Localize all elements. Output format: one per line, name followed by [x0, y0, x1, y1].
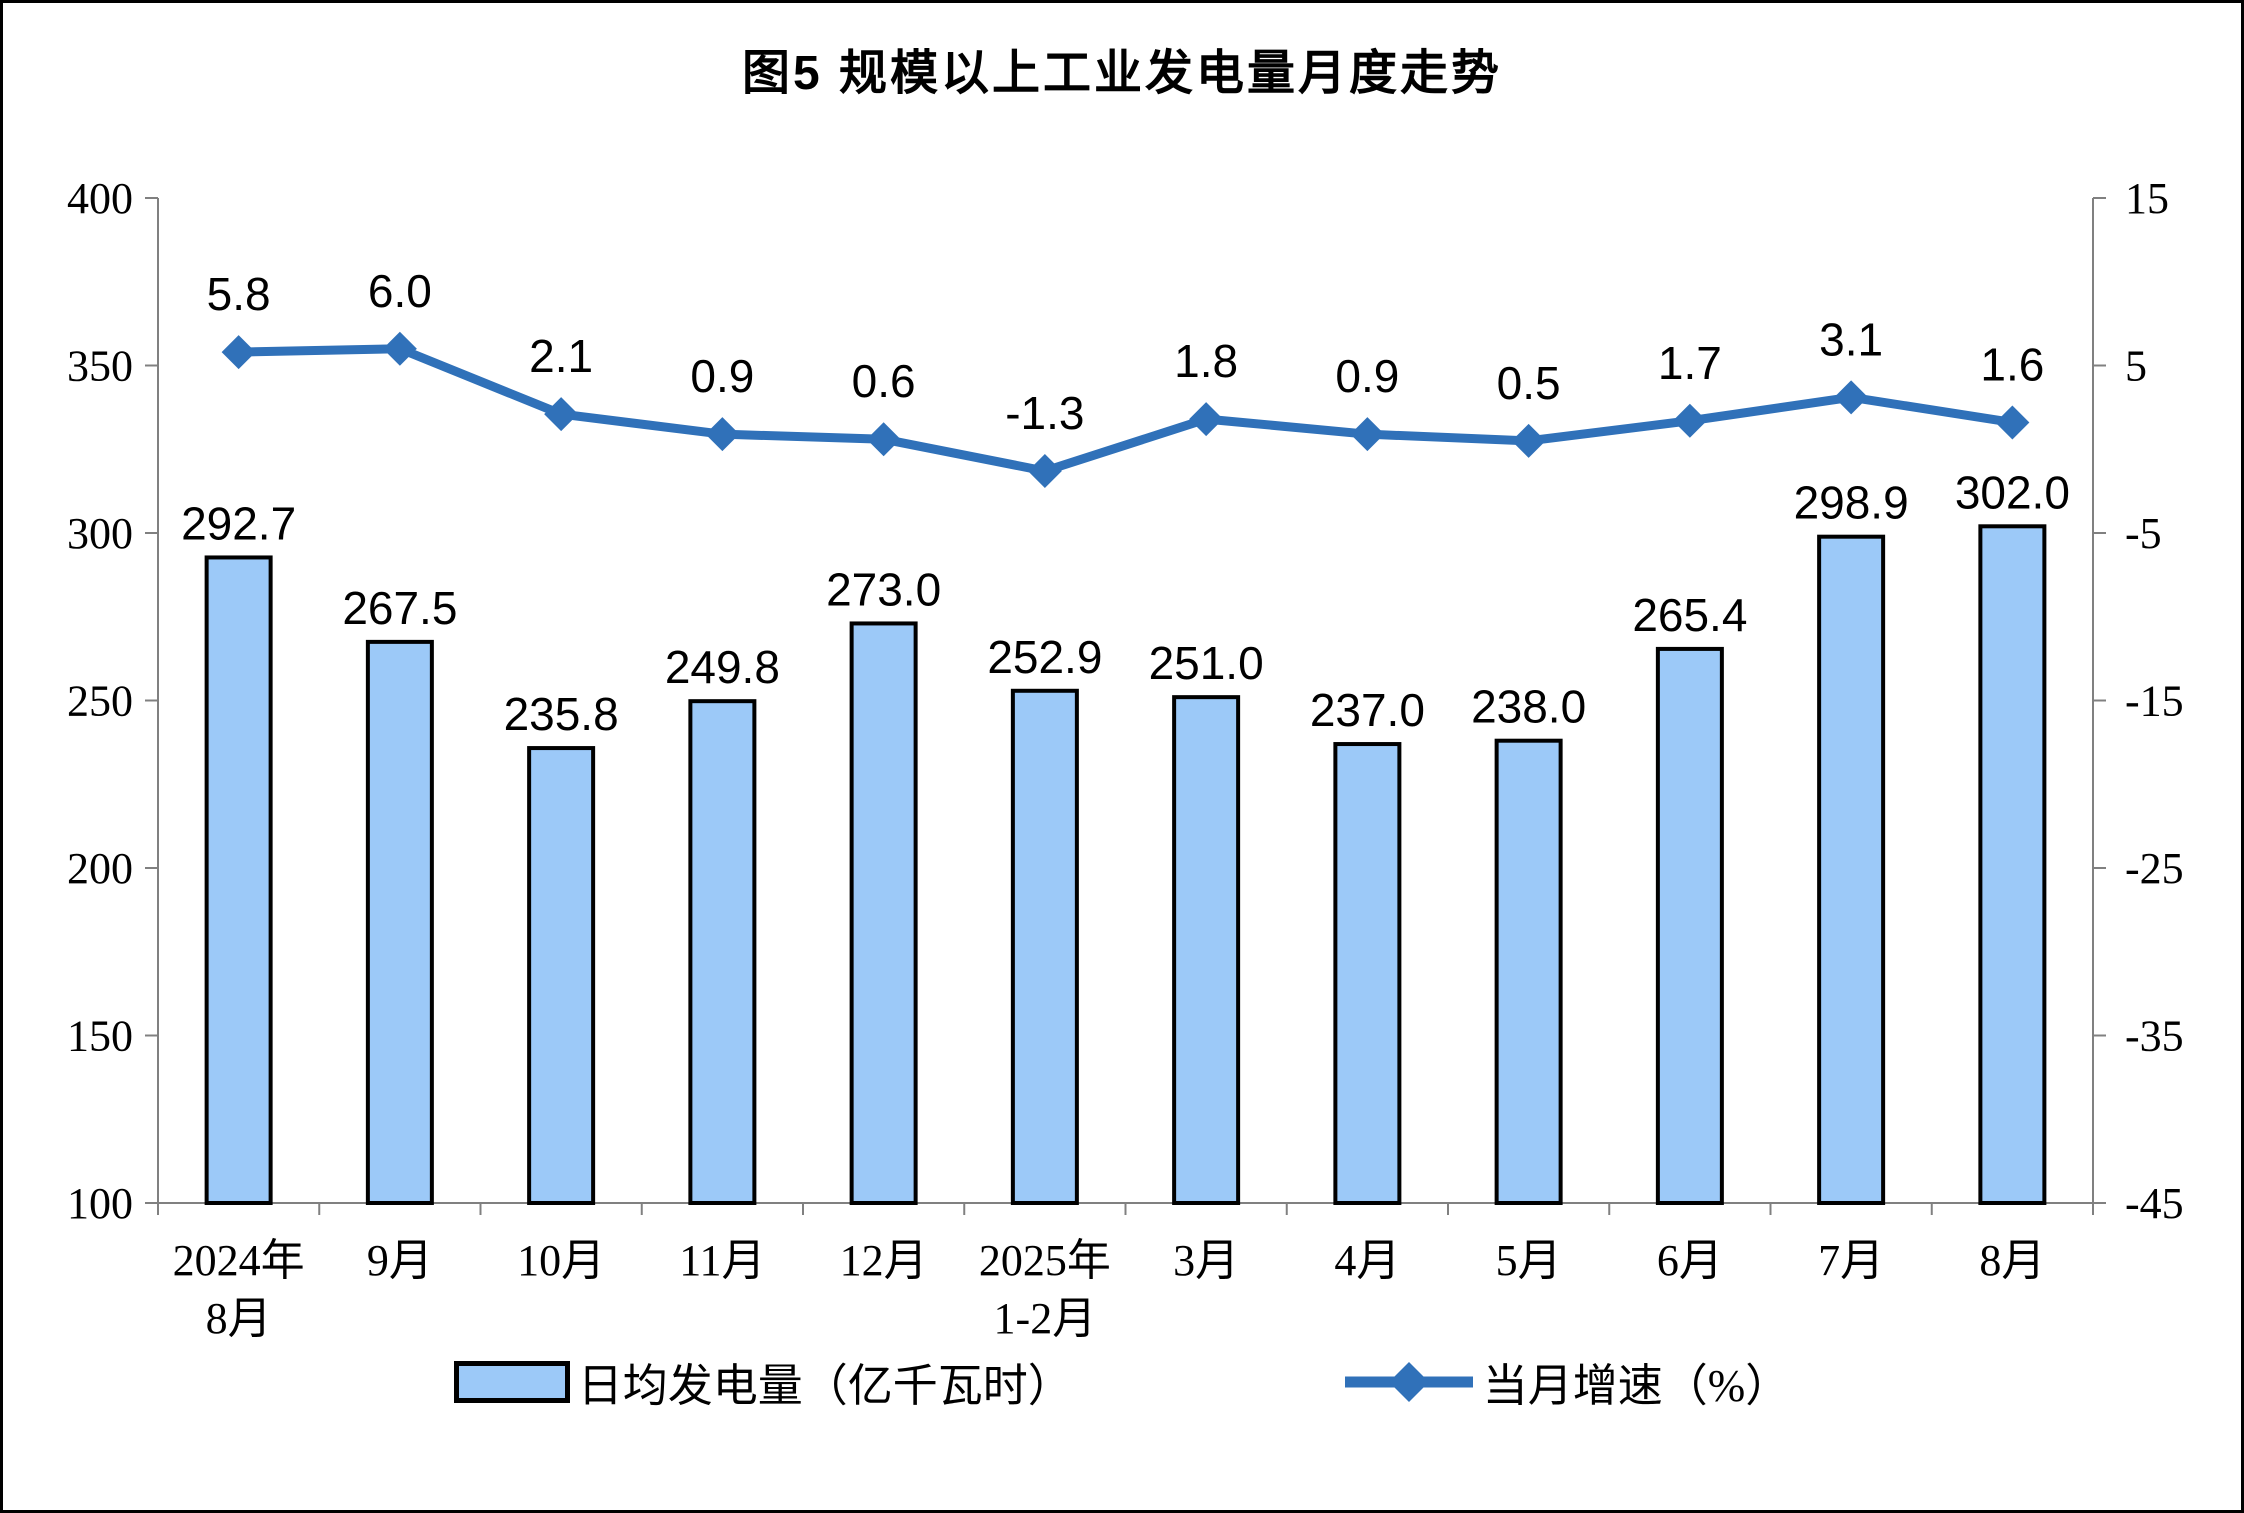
axes — [157, 198, 2094, 1204]
x-axis-label: 9月 — [367, 1236, 433, 1285]
chart-plot-area: 400 350 300 250 200 150 100 15 5 -5 -15 -25 -35 -45 29… — [67, 174, 2184, 1343]
bar — [204, 555, 273, 1205]
x-axis-label: 1-2月 — [994, 1294, 1097, 1343]
chart-legend: 日均发电量（亿千瓦时） 当月增速（%） — [3, 1349, 2241, 1414]
bar-value-label: 267.5 — [342, 582, 457, 634]
line-value-label: 0.9 — [1335, 350, 1399, 402]
bar-series-swatch-icon — [453, 1360, 570, 1403]
bar-series — [204, 524, 2047, 1206]
line-marker-diamond — [1511, 423, 1546, 458]
line-marker-diamond — [544, 397, 579, 432]
x-axis-label: 2025年 — [979, 1236, 1111, 1285]
left-tick-label: 150 — [67, 1012, 133, 1061]
x-axis-label: 4月 — [1334, 1236, 1400, 1285]
left-tick-label: 100 — [67, 1179, 133, 1228]
bar-value-labels: 292.7 267.5 235.8 249.8 273.0 252.9 251.0 237.0… — [181, 466, 2070, 740]
bar — [1978, 524, 2047, 1205]
line-value-label: 0.5 — [1497, 357, 1561, 409]
bar — [688, 699, 757, 1205]
bar — [1172, 695, 1241, 1206]
bar — [1333, 742, 1402, 1205]
bar-value-label: 237.0 — [1310, 684, 1425, 736]
bar — [1010, 688, 1079, 1205]
bar-value-label: 292.7 — [181, 497, 296, 549]
line-value-label: 5.8 — [207, 268, 271, 320]
chart-title: 图5 规模以上工业发电量月度走势 — [741, 47, 1503, 100]
bar — [1655, 646, 1724, 1205]
x-axis-label: 3月 — [1173, 1236, 1239, 1285]
line-value-label: 0.6 — [852, 355, 916, 407]
line-marker-diamond — [1350, 417, 1385, 452]
line-marker-diamond — [705, 417, 740, 452]
bar — [1817, 534, 1886, 1205]
line-marker-diamond — [1834, 380, 1869, 415]
y-axis-left: 400 350 300 250 200 150 100 — [67, 174, 158, 1228]
line-value-label: 1.6 — [1980, 338, 2044, 390]
bar — [527, 746, 596, 1205]
line-value-label: 2.1 — [529, 330, 593, 382]
line-value-label: 0.9 — [690, 350, 754, 402]
bar-value-label: 235.8 — [504, 688, 619, 740]
x-axis-label: 12月 — [840, 1236, 928, 1285]
y-axis-right: 15 5 -5 -15 -25 -35 -45 — [2093, 174, 2184, 1228]
left-tick-label: 400 — [67, 174, 133, 223]
bar-value-label: 238.0 — [1471, 681, 1586, 733]
right-tick-label: 5 — [2125, 342, 2147, 391]
line-value-label: -1.3 — [1005, 387, 1084, 439]
line-series-label: 当月增速（%） — [1482, 1361, 1791, 1411]
left-tick-label: 250 — [67, 677, 133, 726]
line-value-label: 1.7 — [1658, 337, 1722, 389]
bar-value-label: 298.9 — [1794, 477, 1909, 529]
x-axis-label: 8月 — [206, 1294, 272, 1343]
right-tick-label: -35 — [2125, 1012, 2184, 1061]
bar-value-label: 251.0 — [1149, 637, 1264, 689]
bar-series-label: 日均发电量（亿千瓦时） — [577, 1361, 1073, 1411]
bar-value-label: 252.9 — [987, 631, 1102, 683]
line-marker-diamond — [1189, 402, 1224, 437]
left-tick-label: 350 — [67, 342, 133, 391]
bar — [365, 639, 434, 1205]
line-marker-diamond — [1672, 403, 1707, 438]
left-tick-label: 300 — [67, 509, 133, 558]
right-tick-label: 15 — [2125, 174, 2169, 223]
line-marker-diamond — [1995, 405, 2030, 440]
x-axis-label: 2024年 — [173, 1236, 305, 1285]
bar-value-label: 249.8 — [665, 641, 780, 693]
line-series-swatch-icon — [1344, 1361, 1473, 1402]
x-axis-labels: 2024年 8月 9月 10月 11月 12月 2025年 1-2月 3月 4月 5月 6月 7月 8月 — [173, 1236, 2046, 1343]
x-axis-label: 6月 — [1657, 1236, 1723, 1285]
x-axis-ticks — [157, 1203, 2094, 1215]
bar-value-label: 302.0 — [1955, 466, 2070, 518]
bar-value-label: 265.4 — [1632, 589, 1747, 641]
right-tick-label: -5 — [2125, 509, 2162, 558]
bar — [849, 621, 918, 1205]
right-tick-label: -15 — [2125, 677, 2184, 726]
line-value-label: 3.1 — [1819, 313, 1883, 365]
bar-value-label: 273.0 — [826, 563, 941, 615]
right-tick-label: -45 — [2125, 1179, 2184, 1228]
bar — [1494, 738, 1563, 1205]
line-markers — [221, 331, 2030, 489]
x-axis-label: 7月 — [1818, 1236, 1884, 1285]
right-tick-label: -25 — [2125, 844, 2184, 893]
x-axis-label: 11月 — [679, 1236, 765, 1285]
line-value-labels: 5.8 6.0 2.1 0.9 0.6 -1.3 1.8 0.9 0.5 1.7 3.1 1.6 — [207, 265, 2045, 439]
legend-item-line-series: 当月增速（%） — [1343, 1349, 1791, 1414]
line-marker-diamond — [1027, 454, 1062, 489]
line-marker-diamond — [866, 422, 901, 457]
line-value-label: 6.0 — [368, 265, 432, 317]
line-value-label: 1.8 — [1174, 335, 1238, 387]
x-axis-label: 10月 — [517, 1236, 605, 1285]
legend-item-bar-series: 日均发电量（亿千瓦时） — [453, 1349, 1073, 1414]
line-marker-diamond — [221, 335, 256, 370]
line-marker-diamond — [382, 331, 417, 366]
x-axis-label: 8月 — [1979, 1236, 2045, 1285]
line-series — [238, 344, 2014, 476]
left-tick-label: 200 — [67, 844, 133, 893]
x-axis-label: 5月 — [1496, 1236, 1562, 1285]
